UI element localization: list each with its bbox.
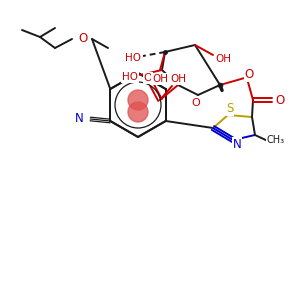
Text: N: N [232, 137, 242, 151]
Text: S: S [226, 103, 234, 116]
Circle shape [128, 102, 148, 122]
Text: OH: OH [170, 74, 186, 84]
Text: O: O [78, 32, 88, 46]
Text: N: N [75, 112, 84, 125]
Text: HO: HO [122, 72, 138, 82]
Text: O: O [275, 94, 285, 106]
Text: HO: HO [125, 53, 141, 63]
Text: O: O [244, 68, 253, 82]
Text: O: O [192, 98, 200, 108]
Text: CH₃: CH₃ [267, 135, 285, 145]
Text: OH: OH [215, 54, 231, 64]
Text: O: O [144, 73, 152, 83]
Circle shape [128, 90, 148, 110]
Text: OH: OH [152, 74, 168, 84]
